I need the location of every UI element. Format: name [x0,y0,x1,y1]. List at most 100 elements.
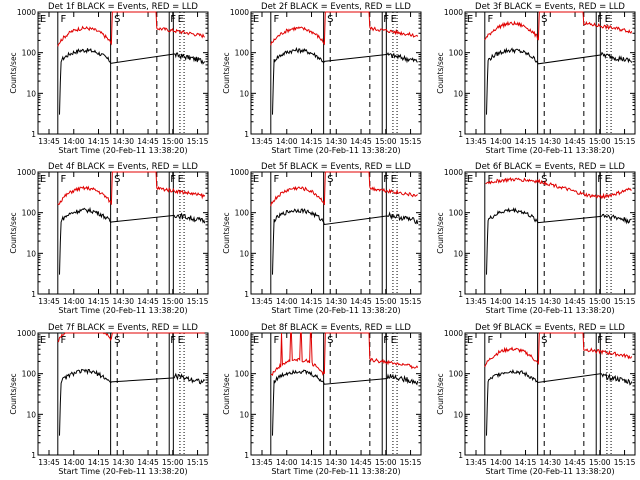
x-tick-label: 14:45 [350,458,372,467]
marker-letter: F [170,14,176,25]
lld-series-line [57,171,206,206]
x-tick-label: 14:45 [564,137,586,146]
y-tick-label: 1000 [444,329,463,338]
detector-panel: Det 4f BLACK = Events, RED = LLD 1 10 100 10… [9,162,209,315]
x-tick-label: 14:00 [276,297,298,306]
plot-frame [250,332,422,456]
marker-letter: F [273,14,279,25]
y-tick-label: 10 [239,410,249,419]
y-tick-label: 1 [31,451,36,460]
x-tick-label: 13:45 [251,297,273,306]
x-tick-label: 15:00 [375,458,397,467]
y-tick-label: 1 [244,451,249,460]
marker-letter: F [383,14,389,25]
y-axis-label: Counts/sec [436,373,445,414]
events-series-line [486,207,632,275]
marker-letter: S [114,14,120,25]
lld-series-line [270,171,418,207]
marker-letter: S [327,335,333,346]
lld-series-line [484,11,633,41]
x-tick-label: 14:00 [276,458,298,467]
x-tick-label: 14:30 [112,458,134,467]
y-tick-label: 1000 [17,8,36,17]
panel-title: Det 5f BLACK = Events, RED = LLD [261,162,411,172]
y-tick-label: 100 [22,209,37,218]
marker-letter: S [114,174,120,185]
y-axis-label: Counts/sec [222,52,231,93]
y-tick-label: 10 [453,410,463,419]
lld-series-line [485,177,632,200]
x-tick-label: 14:15 [88,137,110,146]
y-tick-label: 10 [453,249,463,258]
plot-frame [250,171,422,295]
y-tick-label: 1 [458,290,463,299]
panel-title: Det 8f BLACK = Events, RED = LLD [261,323,411,333]
events-series-line [272,369,419,436]
y-tick-label: 100 [235,370,250,379]
x-tick-label: 14:45 [564,297,586,306]
marker-letter: S [327,174,333,185]
plot-frame [464,11,636,135]
y-tick-label: 1 [458,130,463,139]
marker-letter: S [327,14,333,25]
y-axis-label: Counts/sec [436,52,445,93]
lld-series-line [484,332,633,368]
y-tick-label: 100 [449,209,464,218]
x-tick-label: 14:00 [490,137,512,146]
x-axis-label: Start Time (20-Feb-11 13:38:20) [271,467,400,476]
plot-frame [37,11,209,135]
x-tick-label: 15:15 [187,458,209,467]
panel-title: Det 7f BLACK = Events, RED = LLD [48,323,198,333]
marker-letter: F [273,174,279,185]
marker-letter: F [383,174,389,185]
x-tick-label: 15:15 [187,137,209,146]
x-tick-label: 14:30 [112,297,134,306]
x-tick-label: 14:45 [350,137,372,146]
panel-title: Det 6f BLACK = Events, RED = LLD [475,162,625,172]
x-tick-label: 14:15 [301,137,323,146]
x-tick-label: 14:30 [325,137,347,146]
y-tick-label: 1000 [230,168,249,177]
plot-frame [464,171,636,295]
x-tick-label: 15:00 [375,137,397,146]
events-series-line [59,368,206,436]
x-axis-label: Start Time (20-Feb-11 13:38:20) [58,467,187,476]
y-tick-label: 100 [22,370,37,379]
y-tick-label: 10 [239,249,249,258]
marker-letter: E [391,335,397,346]
x-axis-label: Start Time (20-Feb-11 13:38:20) [58,306,187,315]
x-tick-label: 14:30 [325,297,347,306]
y-tick-label: 100 [235,209,250,218]
events-series-line [59,206,206,275]
y-axis-label: Counts/sec [436,212,445,253]
x-tick-label: 13:45 [251,137,273,146]
y-axis-label: Counts/sec [9,373,18,414]
marker-letter: E [178,335,184,346]
x-tick-label: 14:00 [63,297,85,306]
x-tick-label: 13:45 [465,137,487,146]
marker-letter: S [541,335,547,346]
y-tick-label: 1000 [17,329,36,338]
x-tick-label: 14:15 [88,297,110,306]
x-tick-label: 15:00 [162,297,184,306]
panel-title: Det 9f BLACK = Events, RED = LLD [475,323,625,333]
detector-panel: Det 9f BLACK = Events, RED = LLD 1 10 100 10… [436,323,636,476]
y-tick-label: 1000 [230,8,249,17]
x-tick-label: 15:00 [375,297,397,306]
x-tick-label: 14:15 [515,297,537,306]
x-tick-label: 13:45 [38,137,60,146]
marker-letter: E [253,14,259,25]
marker-letter: S [541,14,547,25]
marker-letter: F [597,174,603,185]
marker-letter: S [114,335,120,346]
events-series-line [486,47,633,115]
marker-letter: E [40,14,46,25]
x-tick-label: 13:45 [251,458,273,467]
x-tick-label: 14:45 [137,137,159,146]
x-tick-label: 14:30 [539,297,561,306]
x-tick-label: 14:00 [276,137,298,146]
y-tick-label: 10 [26,249,36,258]
x-axis-label: Start Time (20-Feb-11 13:38:20) [271,306,400,315]
marker-letter: F [60,335,66,346]
x-tick-label: 15:00 [589,458,611,467]
